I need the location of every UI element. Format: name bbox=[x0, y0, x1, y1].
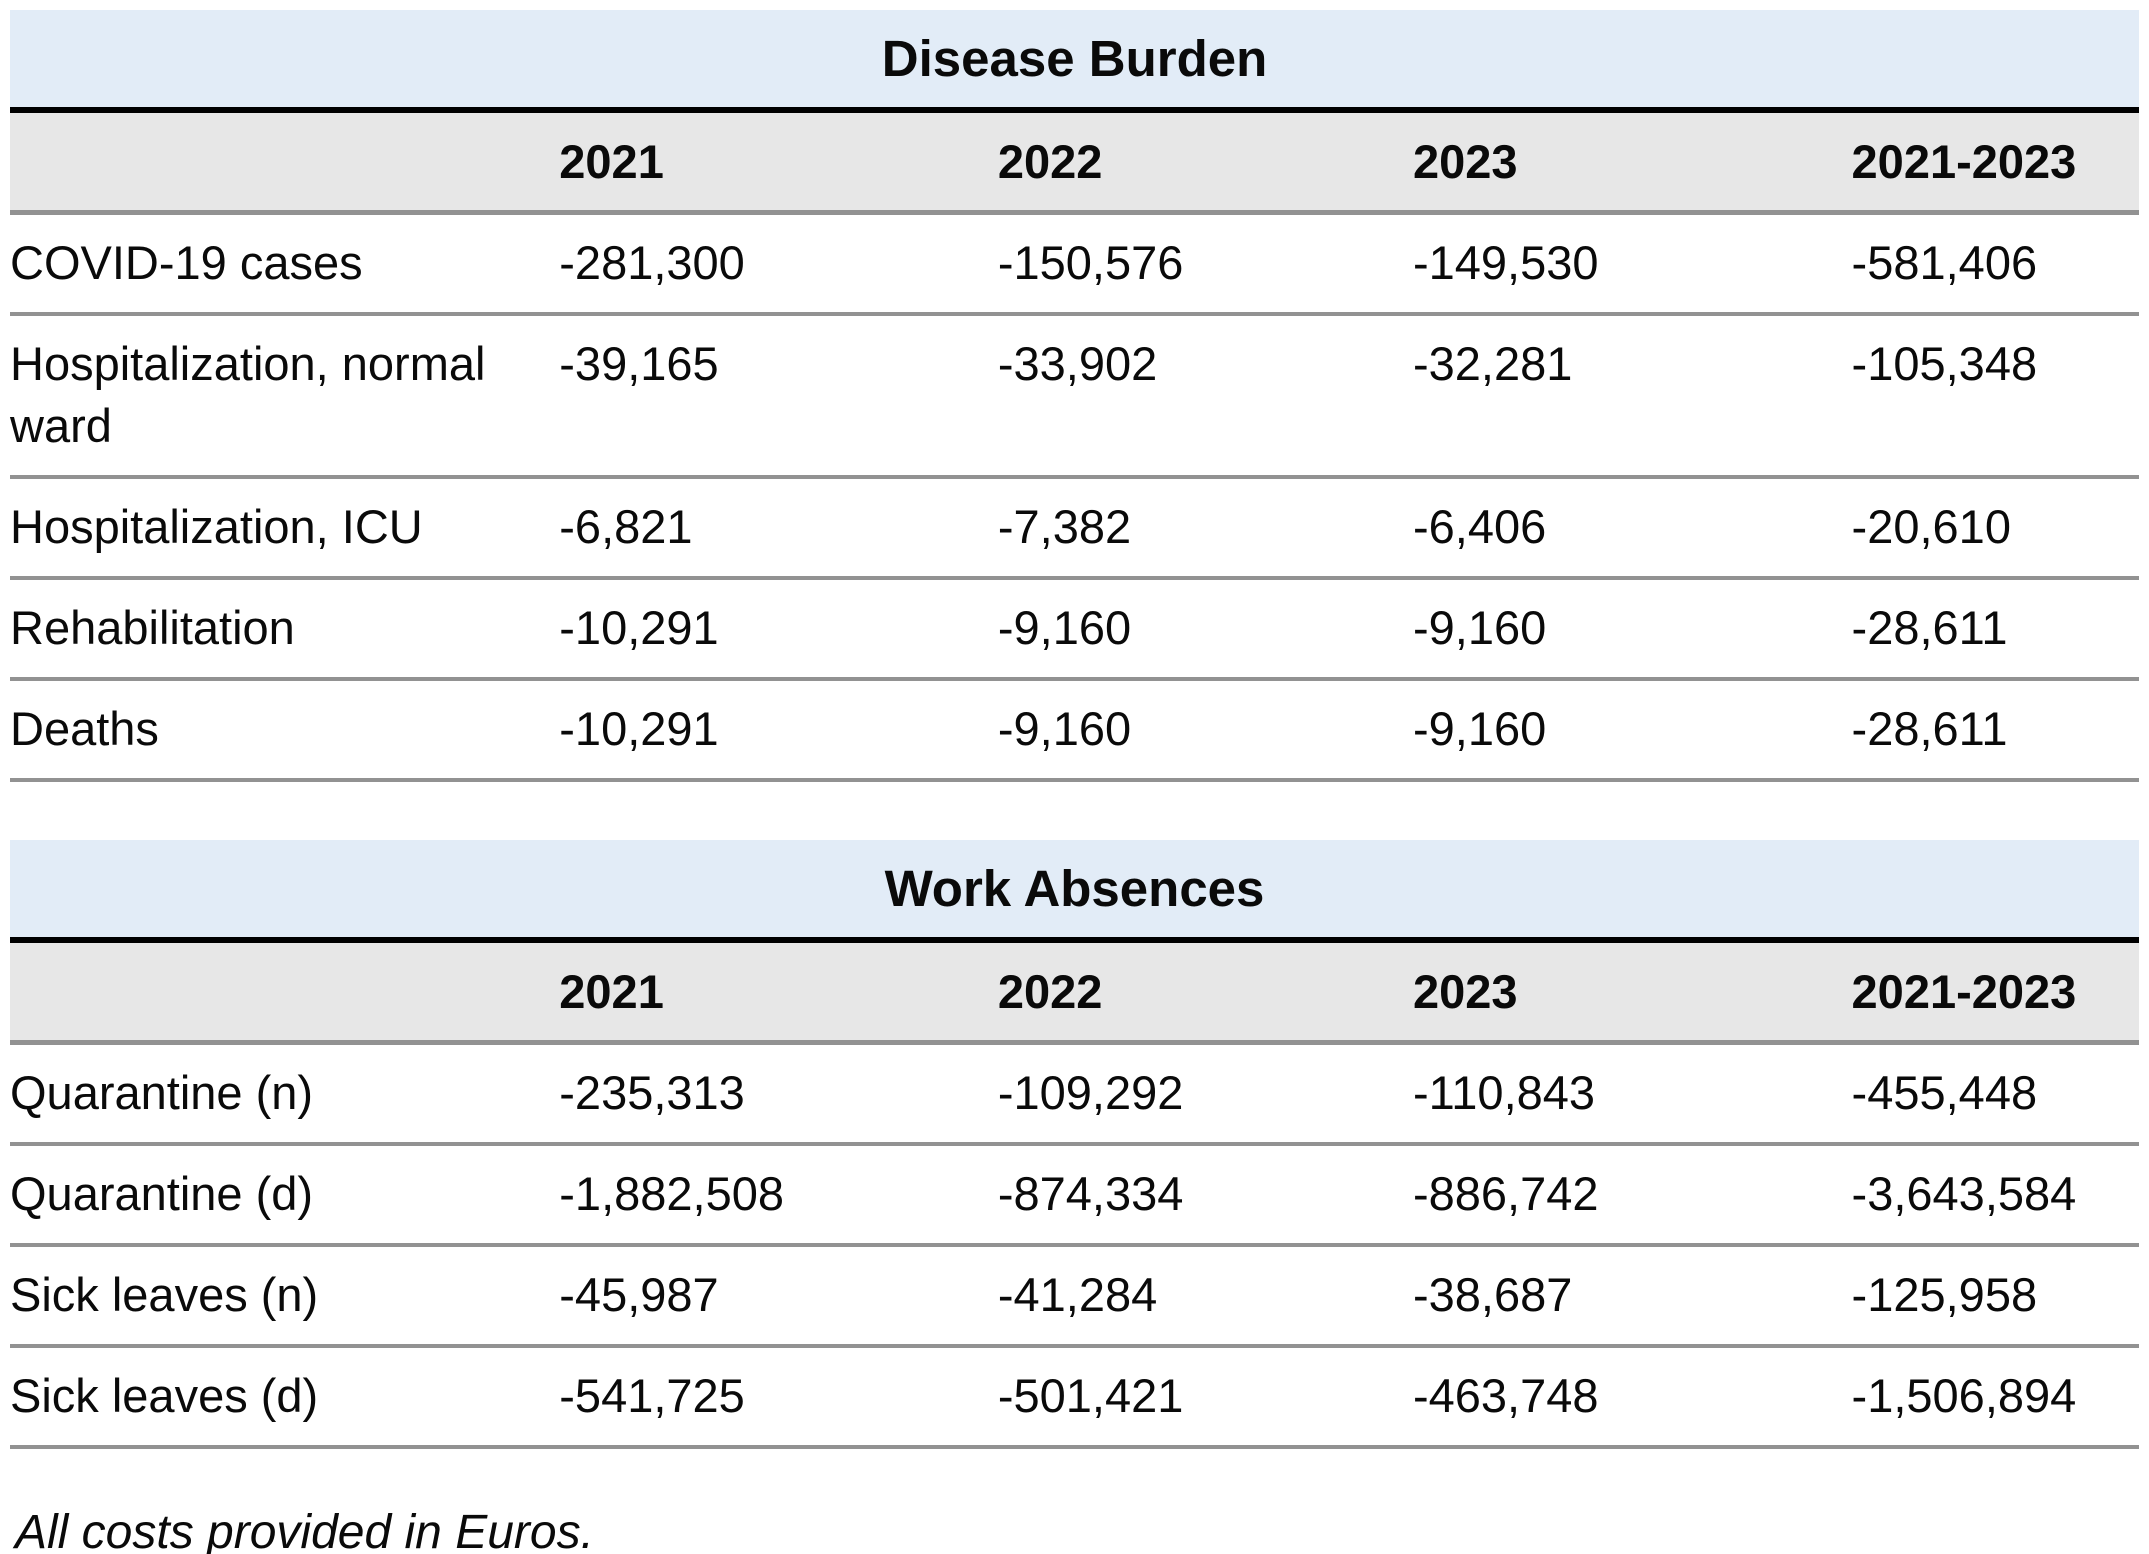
cell-value: -32,281 bbox=[1412, 314, 1852, 480]
cell-value: -28,611 bbox=[1851, 578, 2139, 682]
cell-value: -45,987 bbox=[559, 1245, 998, 1349]
row-label: Sick leaves (n) bbox=[10, 1245, 560, 1349]
table-row: Sick leaves (n) -45,987 -41,284 -38,687 … bbox=[10, 1245, 2139, 1349]
cell-value: -9,160 bbox=[997, 679, 1413, 783]
column-header-2022: 2022 bbox=[997, 110, 1413, 215]
table-title: Disease Burden bbox=[10, 10, 2139, 113]
cell-value: -6,821 bbox=[559, 477, 998, 581]
table-title-row: Disease Burden bbox=[10, 10, 2139, 113]
row-label: Quarantine (d) bbox=[10, 1144, 560, 1248]
row-label: Sick leaves (d) bbox=[10, 1346, 560, 1450]
table-row: Rehabilitation -10,291 -9,160 -9,160 -28… bbox=[10, 578, 2139, 682]
cell-value: -33,902 bbox=[997, 314, 1413, 480]
row-label: COVID-19 cases bbox=[10, 212, 560, 317]
cell-value: -501,421 bbox=[997, 1346, 1413, 1450]
column-header-2022: 2022 bbox=[997, 940, 1413, 1046]
column-header-row: 2021 2022 2023 2021-2023 bbox=[10, 940, 2139, 1046]
table-row: COVID-19 cases -281,300 -150,576 -149,53… bbox=[10, 212, 2139, 317]
row-label: Quarantine (n) bbox=[10, 1042, 560, 1147]
column-header-2021: 2021 bbox=[559, 110, 998, 215]
table-row: Hospitalization, ICU -6,821 -7,382 -6,40… bbox=[10, 477, 2139, 581]
cell-value: -886,742 bbox=[1412, 1144, 1852, 1248]
cell-value: -281,300 bbox=[559, 212, 998, 317]
cell-value: -39,165 bbox=[559, 314, 998, 480]
column-header-blank bbox=[10, 110, 560, 215]
cell-value: -455,448 bbox=[1851, 1042, 2139, 1147]
cell-value: -38,687 bbox=[1412, 1245, 1852, 1349]
cell-value: -3,643,584 bbox=[1851, 1144, 2139, 1248]
column-header-blank bbox=[10, 940, 560, 1046]
cell-value: -150,576 bbox=[997, 212, 1413, 317]
cell-value: -1,506,894 bbox=[1851, 1346, 2139, 1450]
column-header-2021: 2021 bbox=[559, 940, 998, 1046]
footnote-costs: All costs provided in Euros. bbox=[15, 1506, 594, 1554]
cell-value: -9,160 bbox=[997, 578, 1413, 682]
cell-value: -110,843 bbox=[1412, 1042, 1852, 1147]
cell-value: -10,291 bbox=[559, 578, 998, 682]
column-header-2023: 2023 bbox=[1412, 110, 1852, 215]
table-row: Quarantine (n) -235,313 -109,292 -110,84… bbox=[10, 1042, 2139, 1147]
footnotes: All costs provided in Euros. d indicates… bbox=[10, 1495, 2139, 1554]
cell-value: -105,348 bbox=[1851, 314, 2139, 480]
row-label: Deaths bbox=[10, 679, 560, 783]
cell-value: -1,882,508 bbox=[559, 1144, 998, 1248]
cell-value: -581,406 bbox=[1851, 212, 2139, 317]
table-row: Quarantine (d) -1,882,508 -874,334 -886,… bbox=[10, 1144, 2139, 1248]
cell-value: -541,725 bbox=[559, 1346, 998, 1450]
table-title: Work Absences bbox=[10, 840, 2139, 944]
cell-value: -6,406 bbox=[1412, 477, 1852, 581]
row-label: Hospitalization, ICU bbox=[10, 477, 560, 581]
cell-value: -28,611 bbox=[1851, 679, 2139, 783]
row-label: Hospitalization, normal ward bbox=[10, 314, 560, 480]
table-row: Deaths -10,291 -9,160 -9,160 -28,611 bbox=[10, 679, 2139, 783]
table-row: Sick leaves (d) -541,725 -501,421 -463,7… bbox=[10, 1346, 2139, 1450]
column-header-row: 2021 2022 2023 2021-2023 bbox=[10, 110, 2139, 215]
cell-value: -10,291 bbox=[559, 679, 998, 783]
table-title-row: Work Absences bbox=[10, 840, 2139, 944]
cell-value: -41,284 bbox=[997, 1245, 1413, 1349]
row-label: Rehabilitation bbox=[10, 578, 560, 682]
cell-value: -109,292 bbox=[997, 1042, 1413, 1147]
cell-value: -149,530 bbox=[1412, 212, 1852, 317]
cell-value: -20,610 bbox=[1851, 477, 2139, 581]
column-header-2023: 2023 bbox=[1412, 940, 1852, 1046]
cell-value: -9,160 bbox=[1412, 578, 1852, 682]
cell-value: -235,313 bbox=[559, 1042, 998, 1147]
disease-burden-table: Disease Burden 2021 2022 2023 2021-2023 … bbox=[10, 10, 2139, 783]
cell-value: -7,382 bbox=[997, 477, 1413, 581]
column-header-2021-2023: 2021-2023 bbox=[1851, 110, 2139, 215]
work-absences-table: Work Absences 2021 2022 2023 2021-2023 Q… bbox=[10, 840, 2139, 1450]
cell-value: -463,748 bbox=[1412, 1346, 1852, 1450]
cell-value: -874,334 bbox=[997, 1144, 1413, 1248]
cell-value: -9,160 bbox=[1412, 679, 1852, 783]
table-row: Hospitalization, normal ward -39,165 -33… bbox=[10, 314, 2139, 480]
cell-value: -125,958 bbox=[1851, 1245, 2139, 1349]
column-header-2021-2023: 2021-2023 bbox=[1851, 940, 2139, 1046]
